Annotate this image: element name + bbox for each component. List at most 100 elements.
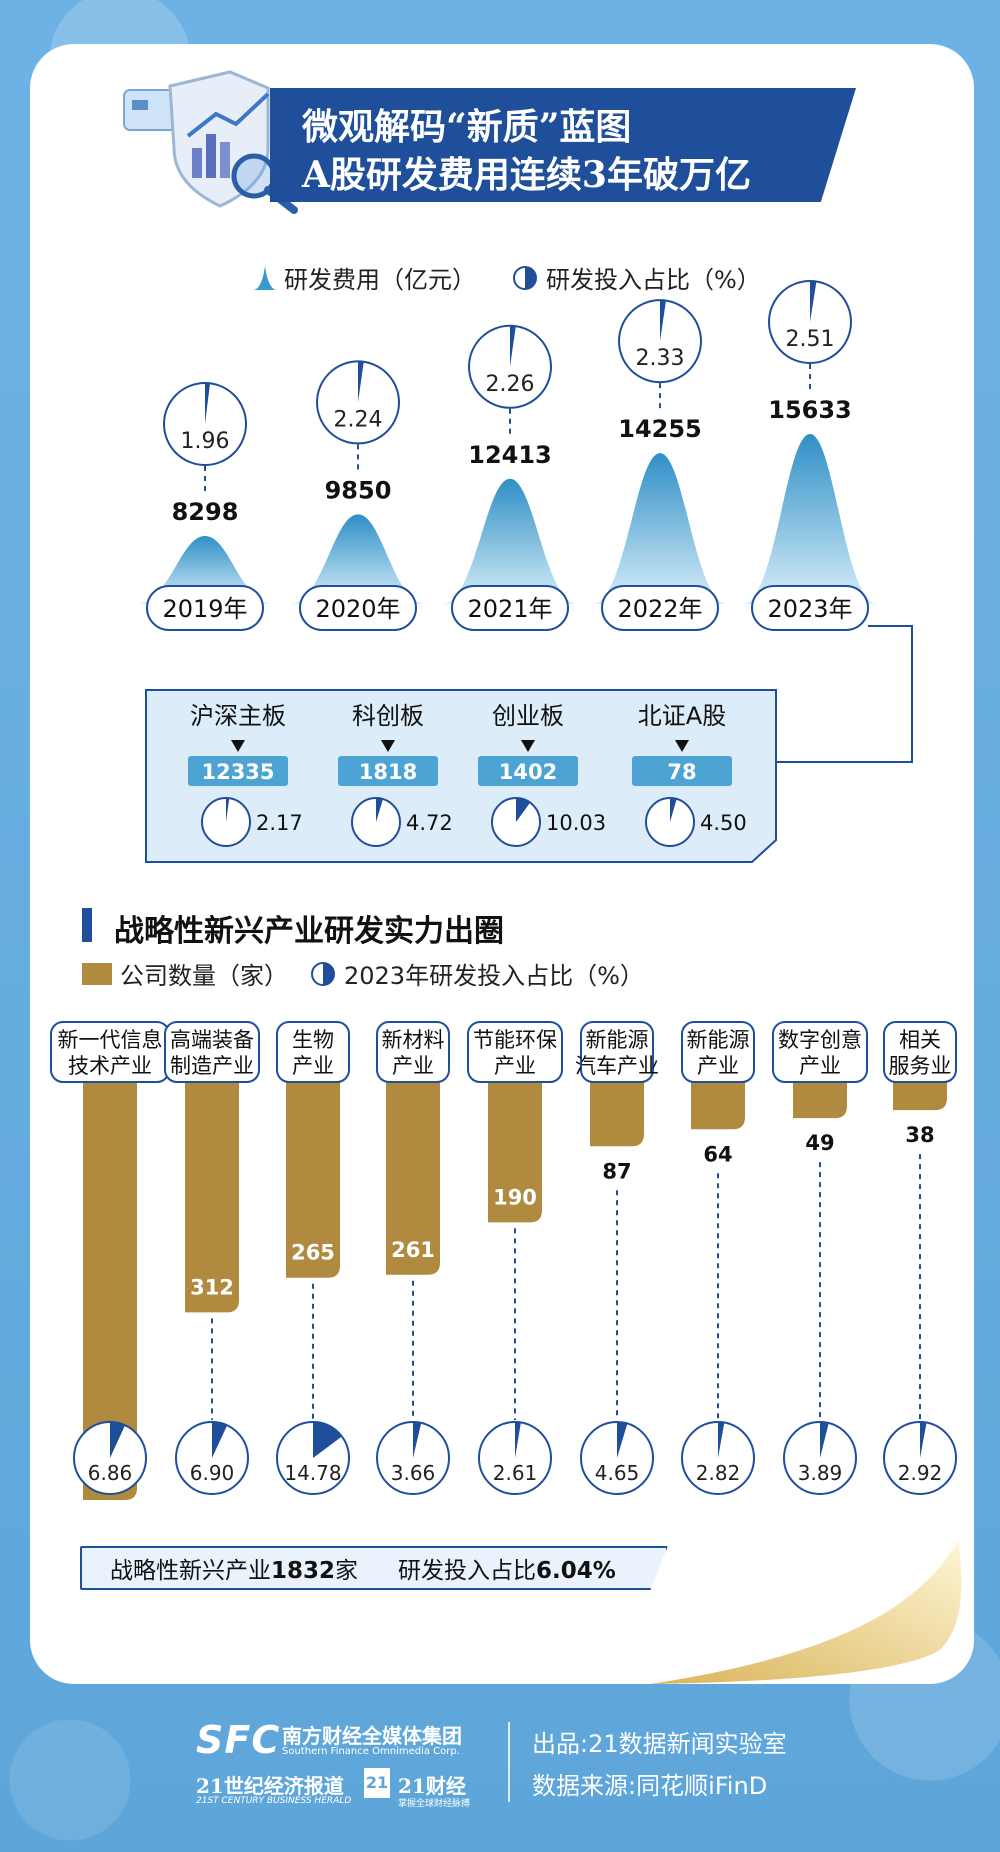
summary-label-2: 研发投入占比 bbox=[398, 1558, 537, 1584]
industry-label-box bbox=[681, 1021, 755, 1083]
year-label: 2019年 bbox=[162, 595, 247, 623]
industry-name-line2: 汽车产业 bbox=[575, 1054, 659, 1078]
summary-value-1: 1832 bbox=[271, 1558, 336, 1584]
rd-ratio-pie-slice bbox=[205, 383, 211, 424]
company-count-label: 49 bbox=[805, 1131, 834, 1155]
industry-name-line2: 产业 bbox=[799, 1054, 841, 1078]
title-banner bbox=[270, 88, 856, 202]
producer-credit: 出品:21数据新闻实验室 bbox=[532, 1730, 787, 1758]
data-source: 数据来源:同花顺iFinD bbox=[532, 1772, 768, 1800]
industry-label-box bbox=[276, 1021, 350, 1083]
industry-name-line2: 产业 bbox=[292, 1054, 334, 1078]
page-curl-decoration bbox=[650, 1540, 962, 1684]
app-cn: 21财经 bbox=[398, 1774, 466, 1798]
industry-ratio-pie-slice bbox=[313, 1422, 342, 1458]
rd-spending-mountain bbox=[292, 514, 424, 604]
rd-ratio-pie bbox=[768, 280, 852, 364]
company-count-label: 38 bbox=[905, 1123, 934, 1147]
industry-ratio-pie-slice bbox=[515, 1421, 521, 1458]
industry-name-line1: 新能源 bbox=[586, 1028, 649, 1052]
industry-ratio-pie-slice bbox=[413, 1422, 422, 1458]
rd-ratio-pie bbox=[163, 382, 247, 466]
rd-ratio-pie bbox=[468, 324, 552, 409]
rd-spending-label: 15633 bbox=[768, 396, 852, 424]
rd-ratio-label: 1.96 bbox=[181, 429, 230, 454]
company-count-label: 265 bbox=[291, 1241, 335, 1265]
board-value-bg bbox=[478, 756, 578, 786]
board-ratio-label: 4.72 bbox=[406, 811, 453, 835]
bottom-legend: 公司数量（家） 2023年研发投入占比（%） bbox=[82, 956, 644, 991]
board-ratio-pie-slice bbox=[226, 798, 230, 822]
industry-name-line2: 服务业 bbox=[889, 1054, 952, 1078]
board-ratio-pie bbox=[645, 797, 695, 847]
board-value-bg bbox=[632, 756, 732, 786]
legend-rd-ratio-label: 研发投入占比（%） bbox=[546, 266, 761, 294]
industry-name-line1: 生物 bbox=[292, 1028, 334, 1052]
gold-swatch-icon bbox=[82, 962, 112, 985]
legend-company-count-label: 公司数量（家） bbox=[120, 962, 288, 990]
app-sub: 掌握全球财经脉搏 bbox=[398, 1799, 471, 1809]
board-value: 12335 bbox=[201, 760, 274, 784]
industry-label-box bbox=[164, 1021, 260, 1083]
industry-ratio-label: 14.78 bbox=[284, 1461, 341, 1485]
legend-rd-spending: 研发费用（亿元） bbox=[254, 260, 476, 295]
industry-ratio-pie bbox=[580, 1421, 654, 1495]
industry-ratio-label: 6.86 bbox=[88, 1461, 133, 1485]
industry-name-line1: 数字创意 bbox=[778, 1028, 862, 1052]
industry-ratio-label: 2.82 bbox=[696, 1461, 741, 1485]
half-pie-icon bbox=[311, 961, 335, 986]
industry-ratio-pie-slice bbox=[718, 1422, 725, 1458]
year-label: 2020年 bbox=[315, 595, 400, 623]
company-count-label: 261 bbox=[391, 1238, 435, 1262]
rd-spending-mountain bbox=[444, 478, 576, 604]
paper-en: 21ST CENTURY BUSINESS HERALD bbox=[196, 1796, 352, 1806]
board-value: 78 bbox=[667, 760, 696, 784]
industry-ratio-pie-slice bbox=[617, 1422, 628, 1458]
legend-ratio-2023: 2023年研发投入占比（%） bbox=[310, 956, 644, 991]
rd-spending-mountain bbox=[744, 434, 876, 604]
summary-unit-1: 家 bbox=[335, 1558, 359, 1584]
industry-ratio-pie bbox=[276, 1421, 350, 1495]
company-count-bar bbox=[386, 1082, 440, 1275]
rd-ratio-pie-slice bbox=[660, 300, 666, 342]
board-ratio-pie bbox=[201, 797, 251, 847]
industry-name-line2: 产业 bbox=[392, 1054, 434, 1078]
legend-company-count: 公司数量（家） bbox=[82, 956, 288, 991]
legend-rd-ratio: 研发投入占比（%） bbox=[512, 260, 761, 295]
board-ratio-pie bbox=[351, 797, 401, 847]
company-count-bar bbox=[286, 1082, 340, 1278]
company-count-bar bbox=[793, 1082, 847, 1119]
industry-ratio-pie bbox=[681, 1421, 755, 1495]
summary-bar: 战略性新兴产业1832家 研发投入占比6.04% bbox=[80, 1546, 668, 1590]
title-line-1: 微观解码“新质”蓝图 bbox=[302, 106, 632, 148]
summary-label-1: 战略性新兴产业 bbox=[110, 1558, 271, 1584]
industry-ratio-label: 2.61 bbox=[493, 1461, 538, 1485]
half-pie-icon bbox=[513, 265, 537, 290]
industry-name-line2: 产业 bbox=[697, 1054, 739, 1078]
year-pill bbox=[146, 585, 264, 631]
company-count-label: 312 bbox=[190, 1275, 234, 1299]
rd-ratio-pie bbox=[316, 360, 400, 445]
title-line-2: A股研发费用连续3年破万亿 bbox=[302, 154, 751, 196]
rd-spending-mountain bbox=[594, 453, 726, 604]
industry-ratio-pie bbox=[883, 1421, 957, 1495]
board-ratio-label: 4.50 bbox=[700, 811, 747, 835]
board-value: 1402 bbox=[499, 760, 557, 784]
company-count-bar bbox=[893, 1082, 947, 1111]
connector-line bbox=[776, 625, 913, 763]
industry-name-line1: 高端装备 bbox=[170, 1028, 254, 1052]
rd-ratio-pie bbox=[618, 299, 702, 384]
board-value: 1818 bbox=[359, 760, 417, 784]
board-name: 北证A股 bbox=[638, 702, 726, 730]
board-ratio-pie bbox=[491, 797, 541, 847]
rd-ratio-label: 2.51 bbox=[786, 327, 835, 352]
down-arrow-icon bbox=[381, 740, 395, 752]
industry-ratio-pie bbox=[376, 1421, 450, 1495]
industry-ratio-pie-slice bbox=[820, 1422, 829, 1458]
summary-value-2: 6.04% bbox=[536, 1558, 616, 1584]
board-value-bg bbox=[188, 756, 288, 786]
summary-companies: 战略性新兴产业1832家 bbox=[110, 1551, 358, 1585]
industry-name-line2: 制造产业 bbox=[170, 1054, 254, 1078]
rd-spending-label: 14255 bbox=[618, 415, 702, 443]
year-label: 2023年 bbox=[767, 595, 852, 623]
